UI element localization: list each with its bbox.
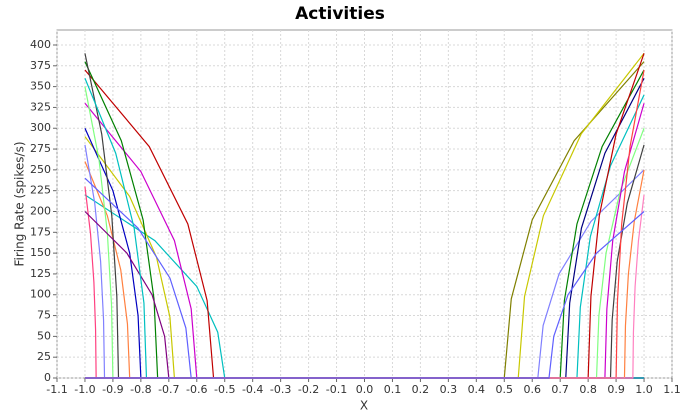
y-tick-label: 0	[44, 371, 51, 384]
y-tick-label: 125	[30, 267, 51, 280]
y-tick-label: 250	[30, 163, 51, 176]
y-tick-label: 75	[37, 309, 51, 322]
x-tick-label: -0.3	[270, 383, 291, 396]
y-tick-label: 375	[30, 59, 51, 72]
x-tick-label: -0.7	[158, 383, 179, 396]
chart-title: Activities	[295, 4, 385, 24]
y-tick-label: 275	[30, 142, 51, 155]
x-tick-label: 0.0	[356, 383, 374, 396]
x-tick-label: -0.6	[186, 383, 207, 396]
x-tick-label: 0.3	[440, 383, 458, 396]
y-tick-label: 225	[30, 184, 51, 197]
x-axis-label: X	[360, 399, 368, 413]
x-tick-label: 0.2	[412, 383, 430, 396]
y-tick-label: 300	[30, 121, 51, 134]
y-tick-label: 150	[30, 246, 51, 259]
y-tick-label: 200	[30, 204, 51, 217]
x-tick-label: -0.9	[102, 383, 123, 396]
y-tick-label: 50	[37, 329, 51, 342]
x-tick-label: 1.0	[635, 383, 653, 396]
y-tick-label: 325	[30, 100, 51, 113]
x-tick-label: -0.5	[214, 383, 235, 396]
x-tick-label: -0.8	[130, 383, 151, 396]
x-tick-label: -0.2	[298, 383, 319, 396]
y-axis-label: Firing Rate (spikes/s)	[13, 141, 27, 266]
x-tick-label: 0.1	[384, 383, 402, 396]
x-tick-label: 0.8	[579, 383, 597, 396]
y-tick-label: 25	[37, 350, 51, 363]
x-tick-label: -1.0	[74, 383, 95, 396]
y-tick-label: 100	[30, 288, 51, 301]
x-tick-label: 0.7	[551, 383, 569, 396]
x-tick-label: -1.1	[46, 383, 67, 396]
series-line	[84, 211, 645, 379]
y-tick-label: 350	[30, 80, 51, 93]
x-tick-label: 0.6	[523, 383, 541, 396]
x-tick-label: 0.4	[468, 383, 486, 396]
y-tick-label: 400	[30, 38, 51, 51]
x-tick-label: 0.5	[496, 383, 514, 396]
y-tick-label: 175	[30, 225, 51, 238]
x-tick-label: 1.1	[663, 383, 680, 396]
x-tick-label: -0.4	[242, 383, 263, 396]
x-tick-label: -0.1	[326, 383, 347, 396]
x-tick-label: 0.9	[607, 383, 625, 396]
